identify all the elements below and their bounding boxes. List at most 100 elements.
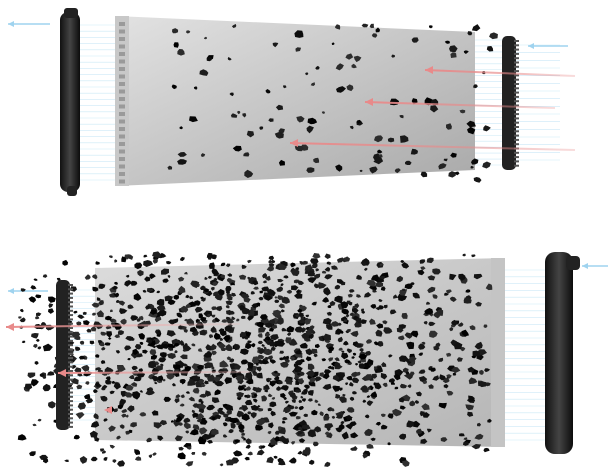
particle	[264, 356, 269, 361]
particle	[220, 262, 226, 267]
particle	[455, 171, 460, 176]
particle	[148, 361, 157, 369]
particle	[298, 438, 306, 443]
particle	[255, 387, 263, 393]
particle	[164, 295, 173, 302]
particle	[239, 331, 247, 338]
tooth	[68, 288, 73, 291]
particle	[127, 254, 134, 260]
particle	[135, 456, 142, 461]
particle	[225, 263, 231, 268]
particle	[177, 152, 187, 157]
particle	[459, 433, 465, 437]
particle	[204, 380, 209, 385]
tooth	[68, 413, 73, 415]
particle	[463, 437, 468, 440]
particle	[299, 261, 305, 266]
top-panel	[8, 8, 576, 196]
particle	[113, 382, 121, 390]
particle	[18, 316, 22, 319]
particle	[231, 292, 237, 297]
particle	[311, 301, 317, 306]
particle	[337, 322, 342, 326]
particle	[116, 435, 121, 440]
particle	[482, 161, 491, 169]
particle	[310, 82, 315, 86]
particle	[119, 424, 125, 429]
particle	[149, 309, 157, 315]
particle	[346, 348, 352, 354]
particle	[284, 358, 290, 363]
particle	[17, 434, 27, 441]
particle	[219, 463, 224, 467]
particle	[172, 383, 176, 387]
particle	[345, 314, 350, 318]
particle	[294, 326, 304, 333]
particle	[173, 294, 180, 300]
pore	[119, 112, 125, 116]
particle	[449, 273, 457, 281]
particle	[340, 330, 344, 334]
particle	[388, 354, 393, 358]
particle	[228, 310, 235, 315]
particle	[322, 317, 332, 325]
particle	[322, 383, 332, 390]
particle	[201, 433, 212, 440]
particle	[283, 396, 287, 401]
tooth	[68, 425, 73, 428]
particle	[336, 86, 346, 93]
particle	[427, 275, 436, 281]
particle	[230, 113, 238, 118]
particle	[272, 380, 277, 385]
particle	[355, 363, 358, 366]
tooth	[68, 357, 73, 360]
particle	[422, 380, 428, 385]
tooth	[68, 387, 73, 390]
particle	[269, 401, 277, 408]
particle	[432, 375, 440, 381]
particle	[260, 445, 266, 449]
particle	[261, 344, 265, 347]
particle	[397, 294, 403, 300]
particle	[305, 329, 312, 335]
particle	[149, 273, 156, 280]
particle	[419, 259, 425, 264]
tooth	[514, 95, 519, 98]
particle	[143, 260, 154, 267]
particle	[130, 422, 137, 428]
particle	[174, 398, 180, 404]
particle	[256, 418, 266, 427]
particle	[321, 111, 325, 114]
tooth	[68, 309, 73, 312]
particle	[173, 364, 181, 370]
particle	[138, 368, 144, 372]
particle	[244, 399, 253, 406]
particle	[410, 371, 415, 376]
particle	[428, 321, 436, 327]
particle	[258, 348, 266, 354]
particle	[146, 338, 153, 344]
particle	[390, 381, 395, 385]
tooth	[68, 284, 73, 286]
tooth	[514, 44, 519, 47]
particle	[114, 281, 118, 285]
particle	[162, 378, 166, 382]
particle	[178, 285, 186, 294]
particle	[451, 366, 461, 374]
particle	[185, 30, 191, 34]
particle	[193, 86, 198, 90]
tooth	[514, 78, 519, 81]
tooth	[514, 113, 519, 116]
particle	[183, 329, 188, 333]
particle	[452, 372, 457, 376]
particle	[298, 399, 303, 404]
particle	[332, 374, 340, 381]
particle	[360, 319, 367, 324]
particle	[90, 421, 100, 428]
particle	[446, 390, 454, 396]
particle	[278, 263, 288, 270]
particle	[178, 324, 183, 330]
particle	[371, 373, 378, 379]
particle	[100, 360, 106, 364]
particle	[473, 177, 482, 183]
